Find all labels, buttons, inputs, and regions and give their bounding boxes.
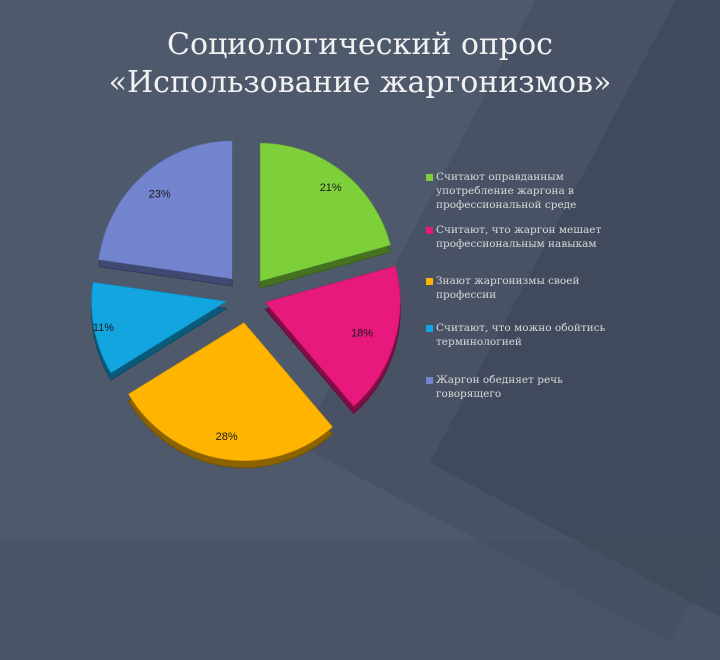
legend-item-0: Считают оправданным употребление жаргона…	[426, 170, 616, 212]
title-line-1: Социологический опрос	[167, 27, 553, 62]
slice-label-0: 21%	[320, 182, 342, 194]
pie-slice-0	[259, 142, 391, 282]
pie-slice-1	[264, 265, 401, 407]
legend-label-3: Считают, что можно обойтись терминологие…	[436, 322, 606, 348]
slice-label-1: 18%	[351, 327, 373, 339]
pie-slice-2	[128, 322, 333, 461]
legend-item-2: Знают жаргонизмы своей профессии	[426, 274, 616, 302]
legend-swatch-1	[426, 227, 433, 234]
legend-swatch-2	[426, 278, 433, 285]
pie-slice-4	[98, 140, 233, 280]
legend-item-3: Считают, что можно обойтись терминологие…	[426, 321, 616, 349]
legend-item-1: Считают, что жаргон мешает профессиональ…	[426, 223, 616, 251]
pie-slice-3	[91, 281, 228, 374]
legend-swatch-3	[426, 325, 433, 332]
legend-label-4: Жаргон обедняет речь говорящего	[436, 374, 563, 400]
legend-swatch-0	[426, 174, 433, 181]
legend-label-1: Считают, что жаргон мешает профессиональ…	[436, 224, 602, 250]
slide-title: Социологический опрос «Использование жар…	[0, 26, 720, 102]
legend-swatch-4	[426, 377, 433, 384]
legend-label-2: Знают жаргонизмы своей профессии	[436, 275, 580, 301]
slice-label-2: 28%	[216, 431, 238, 443]
pie-chart: 21% 18% 28% 11% 23%	[90, 140, 401, 469]
legend-item-4: Жаргон обедняет речь говорящего	[426, 373, 616, 401]
slice-label-4: 23%	[149, 188, 171, 200]
slice-label-3: 11%	[93, 322, 114, 334]
legend-label-0: Считают оправданным употребление жаргона…	[436, 171, 577, 211]
title-line-2: «Использование жаргонизмов»	[108, 65, 612, 100]
